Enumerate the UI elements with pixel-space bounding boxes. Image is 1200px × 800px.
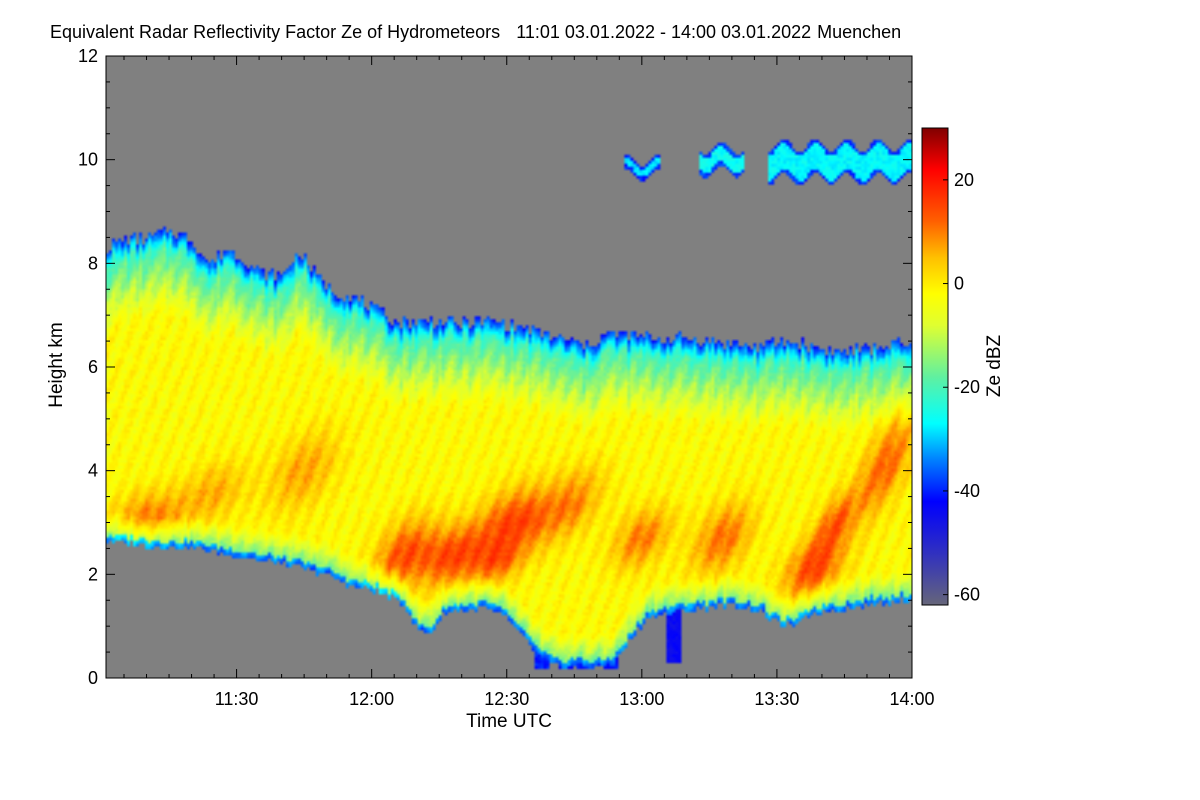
x-tick-label: 13:00 bbox=[619, 689, 664, 709]
x-axis: 11:30 12:00 12:30 13:00 13:30 14:00 bbox=[123, 56, 935, 709]
x-tick-label: 11:30 bbox=[215, 689, 259, 709]
colorbar-label: Ze dBZ bbox=[984, 334, 1005, 397]
colorbar-tick-label: -20 bbox=[954, 377, 980, 397]
colorbar-gradient bbox=[921, 127, 949, 606]
x-tick-label: 14:00 bbox=[889, 689, 934, 709]
x-tick-label: 12:00 bbox=[349, 689, 394, 709]
colorbar-tick-label: -40 bbox=[954, 481, 980, 501]
y-tick-label: 8 bbox=[88, 253, 98, 273]
x-tick-label: 13:30 bbox=[754, 689, 799, 709]
y-tick-label: 10 bbox=[78, 150, 98, 170]
y-tick-label: 2 bbox=[88, 564, 98, 584]
y-tick-label: 6 bbox=[88, 357, 98, 377]
y-axis: 0 2 4 6 8 10 12 bbox=[78, 46, 912, 688]
y-tick-label: 4 bbox=[88, 461, 98, 481]
title-time-range: 11:01 03.01.2022 - 14:00 03.01.2022 bbox=[516, 22, 811, 42]
chart-title: Equivalent Radar Reflectivity Factor Ze … bbox=[50, 22, 901, 42]
x-tick-label: 12:30 bbox=[484, 689, 529, 709]
colorbar-ticks: 20 0 -20 -40 -60 bbox=[943, 170, 980, 605]
reflectivity-field bbox=[106, 56, 912, 678]
reflectivity-raster bbox=[106, 56, 912, 678]
title-main: Equivalent Radar Reflectivity Factor Ze … bbox=[50, 22, 500, 42]
y-axis-label: Height km bbox=[46, 322, 67, 408]
colorbar: 20 0 -20 -40 -60 Ze dBZ bbox=[921, 127, 1005, 606]
colorbar-tick-label: -60 bbox=[954, 585, 980, 605]
y-tick-label: 0 bbox=[88, 668, 98, 688]
colorbar-tick-label: 0 bbox=[954, 274, 964, 294]
x-axis-label: Time UTC bbox=[466, 711, 552, 732]
colorbar-tick-label: 20 bbox=[954, 170, 974, 190]
title-location: Muenchen bbox=[817, 22, 901, 42]
y-tick-label: 12 bbox=[78, 46, 98, 66]
